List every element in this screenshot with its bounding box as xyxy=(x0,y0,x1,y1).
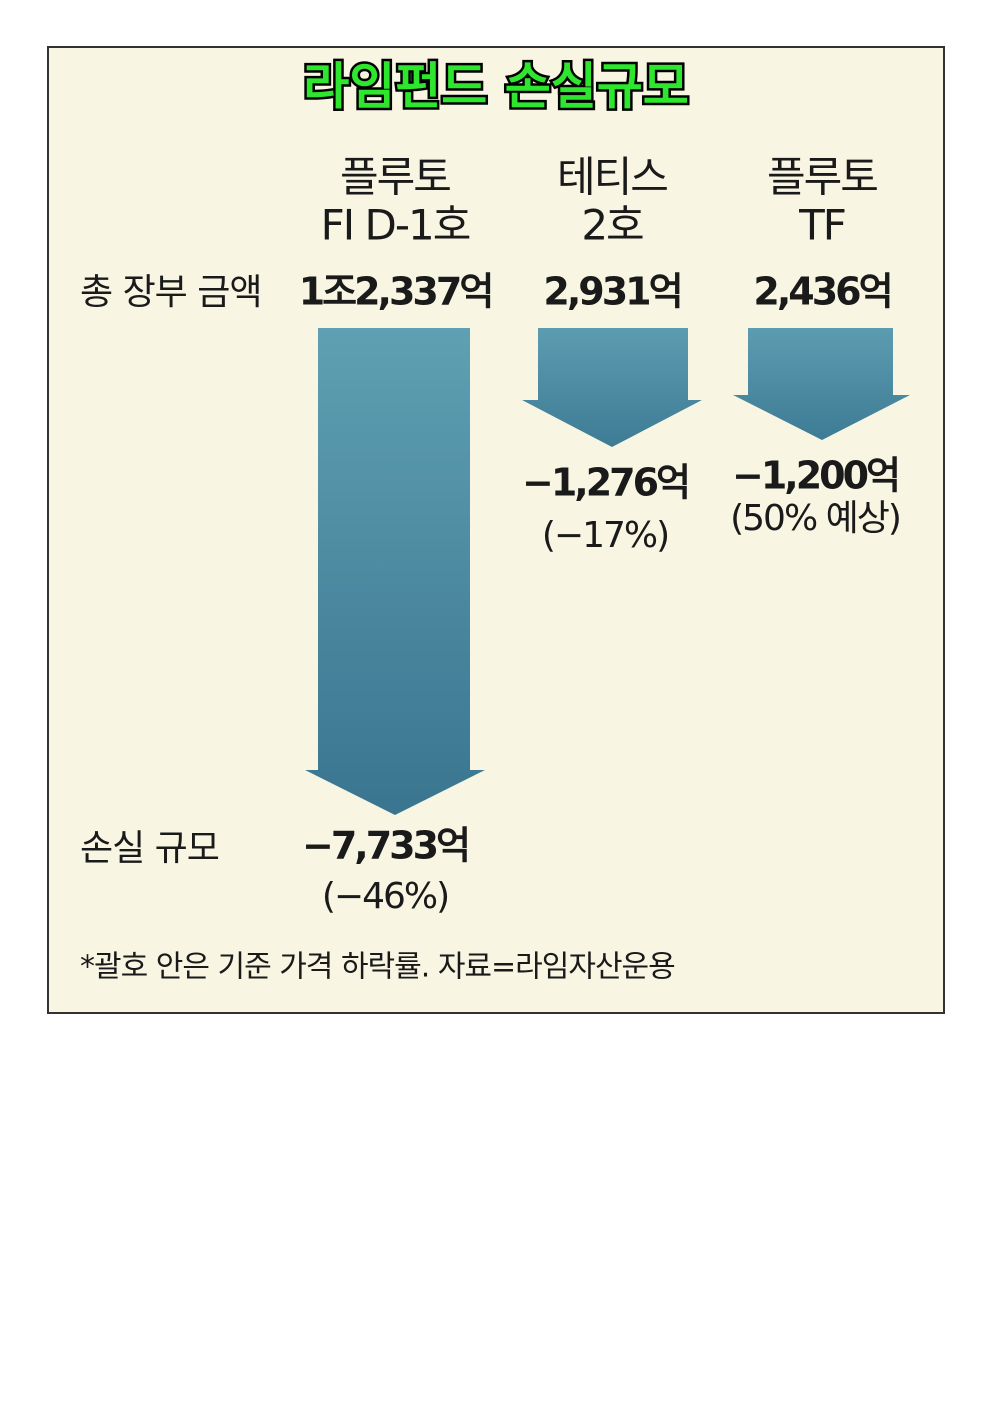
fund-name: 플루토 xyxy=(767,153,877,202)
total-amount: 2,931억 xyxy=(543,270,680,314)
fund-name: TF xyxy=(798,201,845,250)
panel xyxy=(47,46,945,1014)
loss-amount: −1,276억 xyxy=(522,461,688,505)
total-amount: 1조2,337억 xyxy=(299,270,492,314)
title: 라임펀드 손실규모 xyxy=(303,58,688,116)
footnote: *괄호 안은 기준 가격 하락률. 자료=라임자산운용 xyxy=(80,950,675,985)
arrow xyxy=(305,328,485,815)
loss-rate: (−46%) xyxy=(322,876,448,917)
loss-amount: −1,200억 xyxy=(732,454,898,498)
arrow xyxy=(522,328,702,447)
arrow xyxy=(733,328,910,440)
loss-rate: (−17%) xyxy=(542,515,668,556)
loss-amount: −7,733억 xyxy=(302,824,468,868)
total-amount: 2,436억 xyxy=(753,270,890,314)
row-label: 총 장부 금액 xyxy=(80,272,262,313)
loss-rate: (50% 예상) xyxy=(730,498,900,539)
fund-name: 플루토 xyxy=(340,153,450,202)
fund-name: 테티스 xyxy=(557,153,667,202)
fund-name: FI D-1호 xyxy=(321,201,470,250)
row-label: 손실 규모 xyxy=(80,828,219,869)
fund-name: 2호 xyxy=(581,201,643,250)
